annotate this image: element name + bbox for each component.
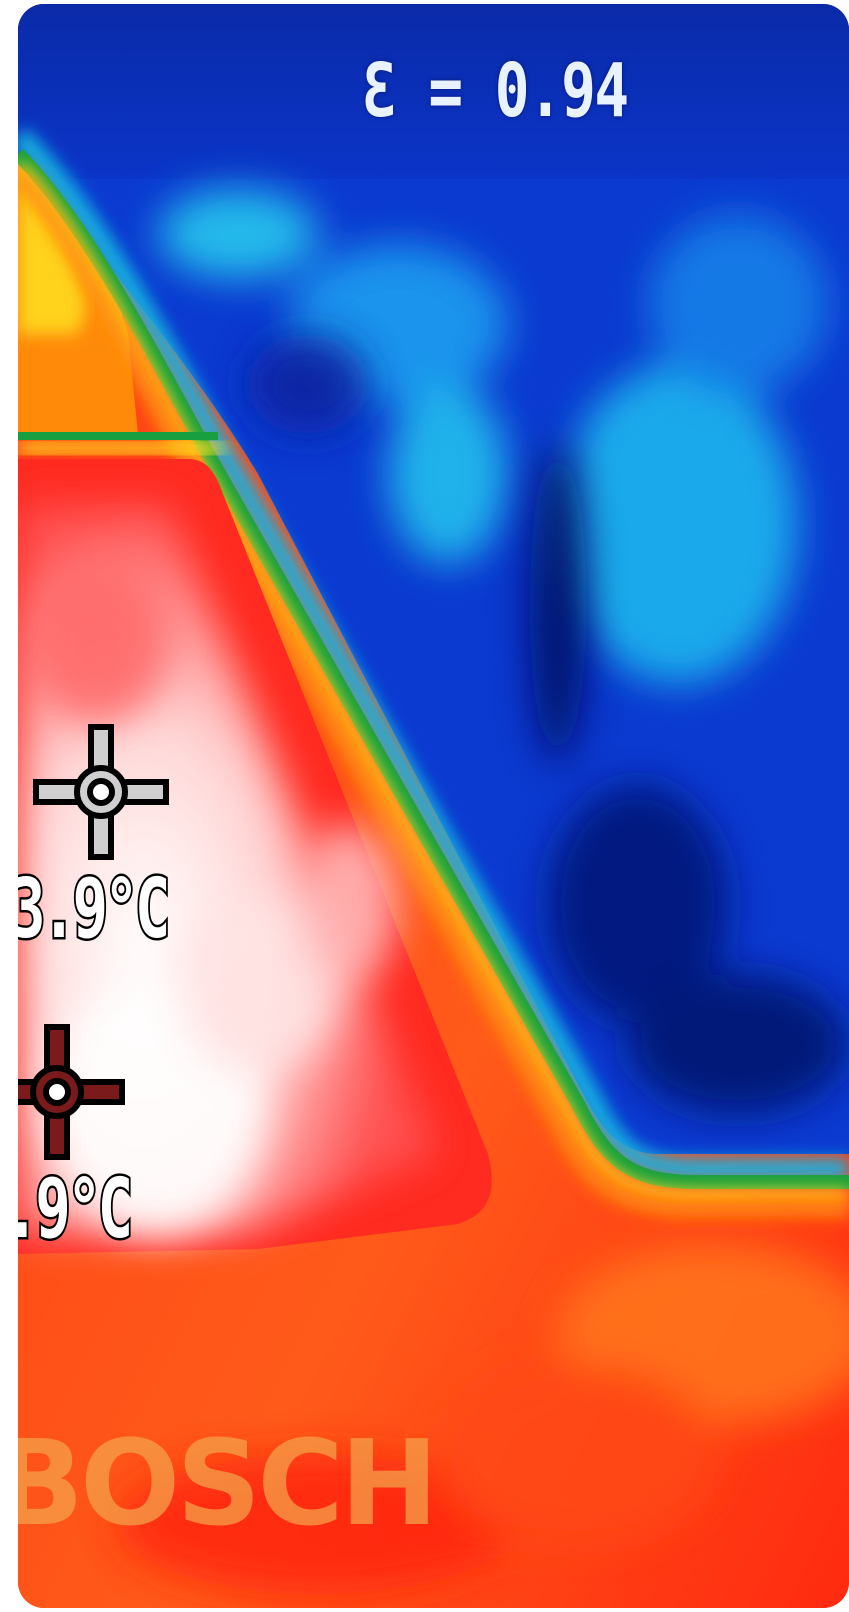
crosshair-icon: [18, 1024, 125, 1160]
emissivity-label: Ɛ = 0.94: [362, 48, 629, 134]
thermal-image: [18, 4, 849, 1608]
thermal-image-frame: Ɛ = 0.94 3.9°C .9°C BOSCH: [18, 4, 849, 1608]
spot-temperature-1: 3.9°C: [18, 860, 172, 960]
crosshair-icon: [33, 724, 169, 860]
spot-temperature-2: .9°C: [18, 1160, 135, 1260]
brand-watermark: BOSCH: [18, 1414, 439, 1552]
